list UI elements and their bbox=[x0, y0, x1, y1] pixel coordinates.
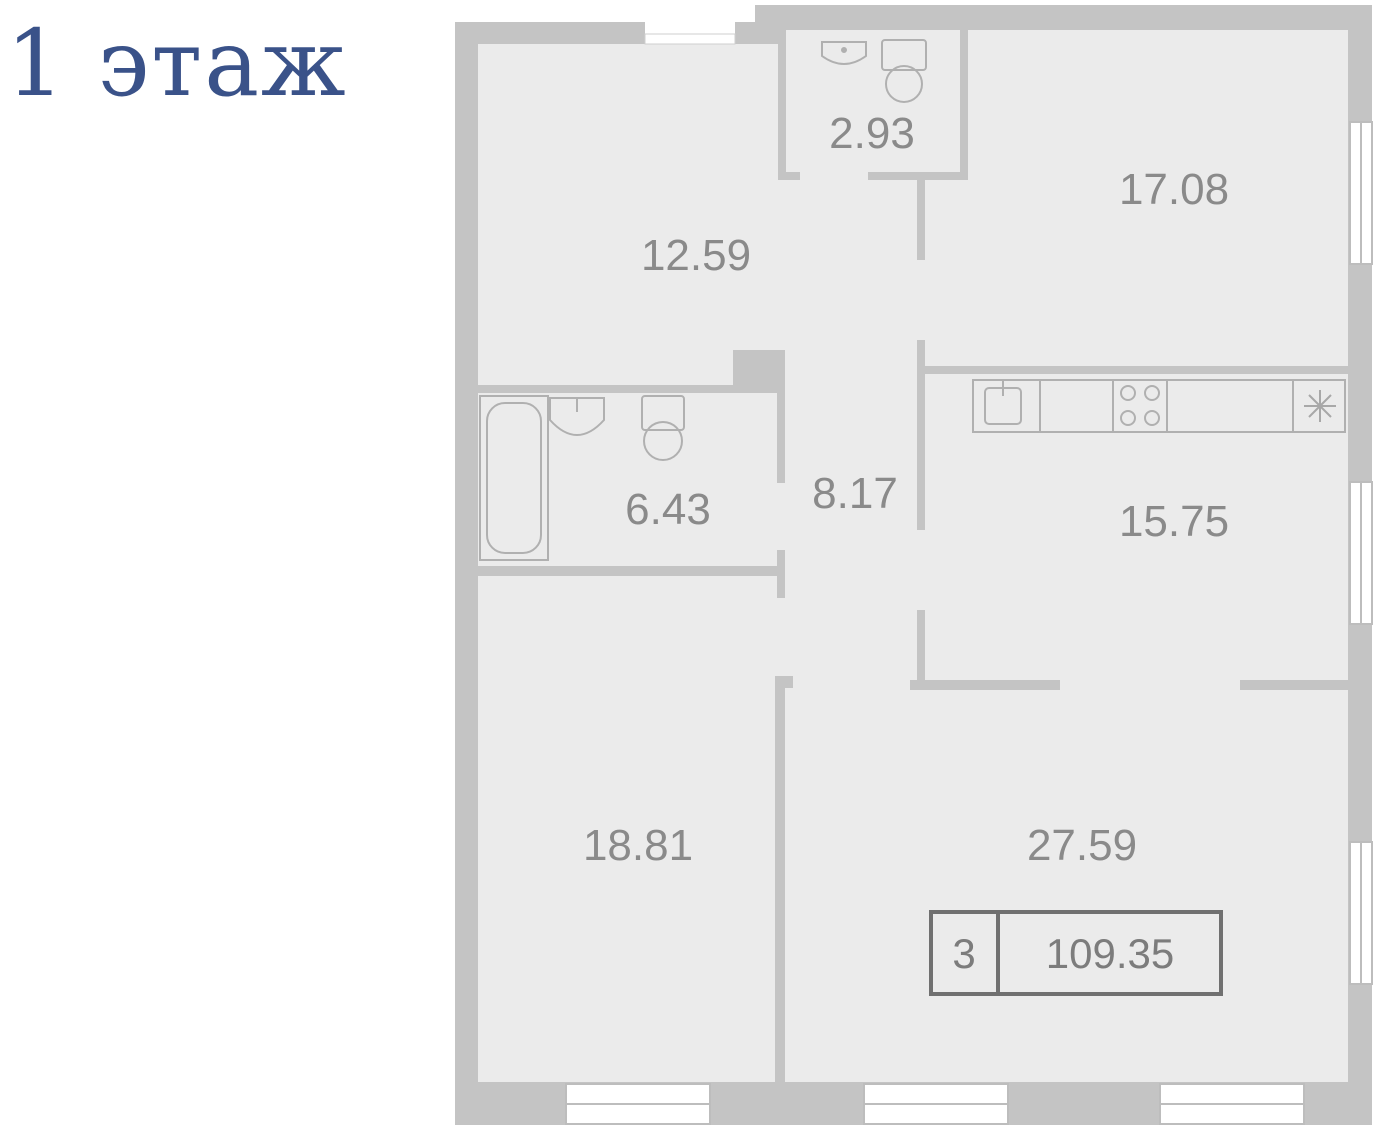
summary-room-count: 3 bbox=[952, 930, 975, 977]
fridge-snowflake-icon bbox=[1304, 390, 1336, 422]
summary-box: 3 109.35 bbox=[929, 910, 1223, 996]
floor-area bbox=[478, 30, 1348, 1082]
entrance-door-opening bbox=[644, 33, 736, 45]
room-area-hall: 8.17 bbox=[812, 469, 898, 518]
room-area-bedroom-top-right: 17.08 bbox=[1119, 165, 1229, 214]
room-area-bathroom: 6.43 bbox=[625, 485, 711, 534]
windows-bottom bbox=[565, 1083, 1305, 1125]
stove-icon bbox=[1120, 385, 1160, 426]
room-area-bedroom-bottom-left: 18.81 bbox=[583, 821, 693, 870]
windows-right bbox=[1349, 121, 1373, 985]
wc-sink-icon bbox=[821, 41, 867, 65]
room-area-bedroom-top-left: 12.59 bbox=[641, 231, 751, 280]
bathtub-icon bbox=[479, 395, 549, 561]
bathroom-sink-icon bbox=[549, 397, 605, 436]
kitchen-counter bbox=[972, 379, 1346, 433]
room-area-living-room: 27.59 bbox=[1027, 821, 1137, 870]
room-area-wc: 2.93 bbox=[829, 109, 915, 158]
interior-walls bbox=[478, 30, 1348, 1082]
room-area-kitchen: 15.75 bbox=[1119, 497, 1229, 546]
kitchen-sink-icon bbox=[984, 380, 1022, 425]
wc-toilet-icon bbox=[881, 39, 927, 103]
bathroom-toilet-icon bbox=[641, 395, 685, 461]
summary-total-area: 109.35 bbox=[1046, 930, 1174, 977]
floor-label: 1 этаж bbox=[6, 10, 348, 117]
